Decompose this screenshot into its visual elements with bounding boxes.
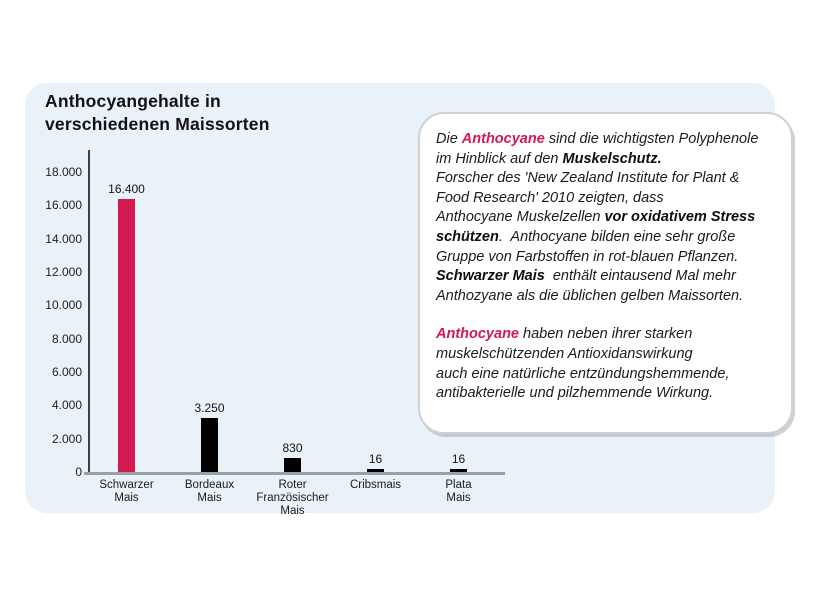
text-segment: Schwarzer Mais — [436, 268, 545, 285]
chart-title: Anthocyangehalte in verschiedenen Maisso… — [45, 91, 270, 134]
text-segment: Die — [436, 131, 462, 147]
text-segment: enthält eintausend Mal mehr Anthozyane a… — [436, 268, 744, 304]
info-paragraph: Anthocyane haben neben ihrer starken mus… — [436, 325, 779, 403]
text-segment: sind die wichtigsten Polyphenole im Hinb… — [436, 131, 759, 167]
info-paragraph: Die Anthocyane sind die wichtigsten Poly… — [436, 130, 779, 306]
text-segment: Anthocyane — [461, 131, 545, 147]
text-segment: . Anthocyane bilden eine sehr große Grup… — [436, 228, 739, 265]
text-segment: Muskelschutz. — [562, 150, 662, 167]
text-segment: Forscher des 'New Zealand Institute for … — [436, 170, 740, 226]
text-segment: Anthocyane — [436, 326, 519, 343]
text-segment: vor oxidativem Stress schützen — [436, 209, 756, 245]
info-box: Die Anthocyane sind die wichtigsten Poly… — [418, 112, 793, 434]
text-segment: haben neben ihrer starken muskelschützen… — [436, 326, 730, 402]
